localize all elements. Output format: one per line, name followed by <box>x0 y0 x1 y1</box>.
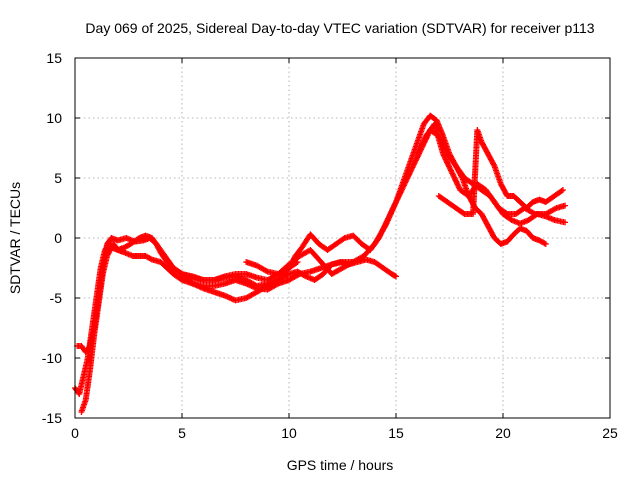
x-tick-label: 15 <box>388 425 404 441</box>
y-tick-label: 5 <box>54 170 62 186</box>
data-point <box>541 240 548 247</box>
data-point <box>552 205 559 212</box>
x-tick-label: 20 <box>495 425 511 441</box>
data-point <box>562 202 569 209</box>
data-point <box>393 273 399 280</box>
y-tick-label: 0 <box>54 230 62 246</box>
data-point <box>263 267 270 274</box>
data-point <box>558 187 565 194</box>
series-arc-g <box>435 127 566 217</box>
data-point <box>562 219 569 226</box>
data-point <box>490 161 497 168</box>
y-tick-label: -5 <box>50 290 63 306</box>
y-tick-label: 15 <box>46 50 62 66</box>
axis-ticks: 0 5 10 15 20 25 -15 -10 -5 0 5 10 15 <box>42 50 618 441</box>
x-tick-label: 10 <box>281 425 297 441</box>
data-point <box>147 255 154 262</box>
x-tick-label: 25 <box>602 425 618 441</box>
series-arc-f <box>414 121 569 227</box>
x-axis-label: GPS time / hours <box>287 457 394 473</box>
data-point <box>559 187 566 193</box>
x-tick-label: 5 <box>178 425 186 441</box>
y-axis-label: SDTVAR / TECUs <box>7 182 23 294</box>
y-tick-label: 10 <box>46 110 62 126</box>
x-tick-label: 0 <box>71 425 79 441</box>
data-point <box>177 270 184 277</box>
chart-title: Day 069 of 2025, Sidereal Day-to-day VTE… <box>85 20 594 36</box>
data-point <box>458 173 465 180</box>
y-tick-label: -10 <box>42 350 62 366</box>
grid-lines <box>75 58 610 418</box>
y-tick-label: -15 <box>42 410 62 426</box>
data-point <box>86 344 93 351</box>
data-point <box>542 241 549 247</box>
data-points <box>72 112 569 415</box>
